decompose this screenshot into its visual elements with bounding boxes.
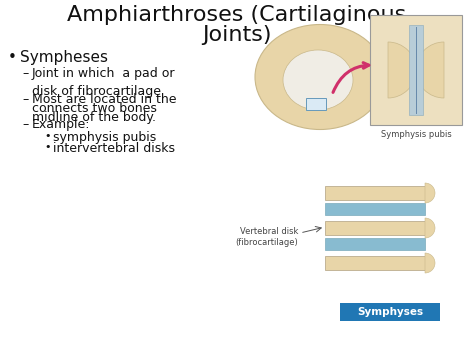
- Text: Joint in which  a pad or
disk of fibrocartilage
connects two bones: Joint in which a pad or disk of fibrocar…: [32, 67, 175, 115]
- Bar: [325, 221, 425, 235]
- Text: Symphysis pubis: Symphysis pubis: [381, 130, 451, 139]
- Bar: [370, 15, 462, 125]
- Ellipse shape: [283, 50, 353, 110]
- Bar: [306, 98, 326, 110]
- Bar: [325, 238, 425, 250]
- Wedge shape: [425, 183, 435, 203]
- Text: –: –: [22, 93, 28, 106]
- Bar: [409, 25, 423, 115]
- Text: Most are located in the
midline of the body.: Most are located in the midline of the b…: [32, 93, 176, 124]
- Text: Sympheses: Sympheses: [20, 50, 108, 65]
- Text: Amphiarthroses (Cartilaginous: Amphiarthroses (Cartilaginous: [67, 5, 407, 25]
- Text: •: •: [44, 142, 51, 152]
- Text: Vertebral disk
(fibrocartilage): Vertebral disk (fibrocartilage): [235, 227, 298, 247]
- Text: Example:: Example:: [32, 118, 91, 131]
- Ellipse shape: [255, 24, 385, 130]
- Text: •: •: [44, 131, 51, 141]
- Text: Joints): Joints): [202, 25, 272, 45]
- Bar: [268, 170, 453, 300]
- Bar: [325, 256, 425, 270]
- Text: –: –: [22, 118, 28, 131]
- Bar: [325, 186, 425, 200]
- Wedge shape: [388, 42, 416, 98]
- Text: symphysis pubis: symphysis pubis: [53, 131, 156, 144]
- Text: intervertebral disks: intervertebral disks: [53, 142, 175, 155]
- Bar: [325, 203, 425, 215]
- Wedge shape: [425, 218, 435, 238]
- Text: Symphyses: Symphyses: [357, 307, 423, 317]
- Bar: [340, 303, 440, 321]
- Wedge shape: [425, 253, 435, 273]
- Text: –: –: [22, 67, 28, 80]
- Text: •: •: [8, 50, 17, 65]
- Wedge shape: [416, 42, 444, 98]
